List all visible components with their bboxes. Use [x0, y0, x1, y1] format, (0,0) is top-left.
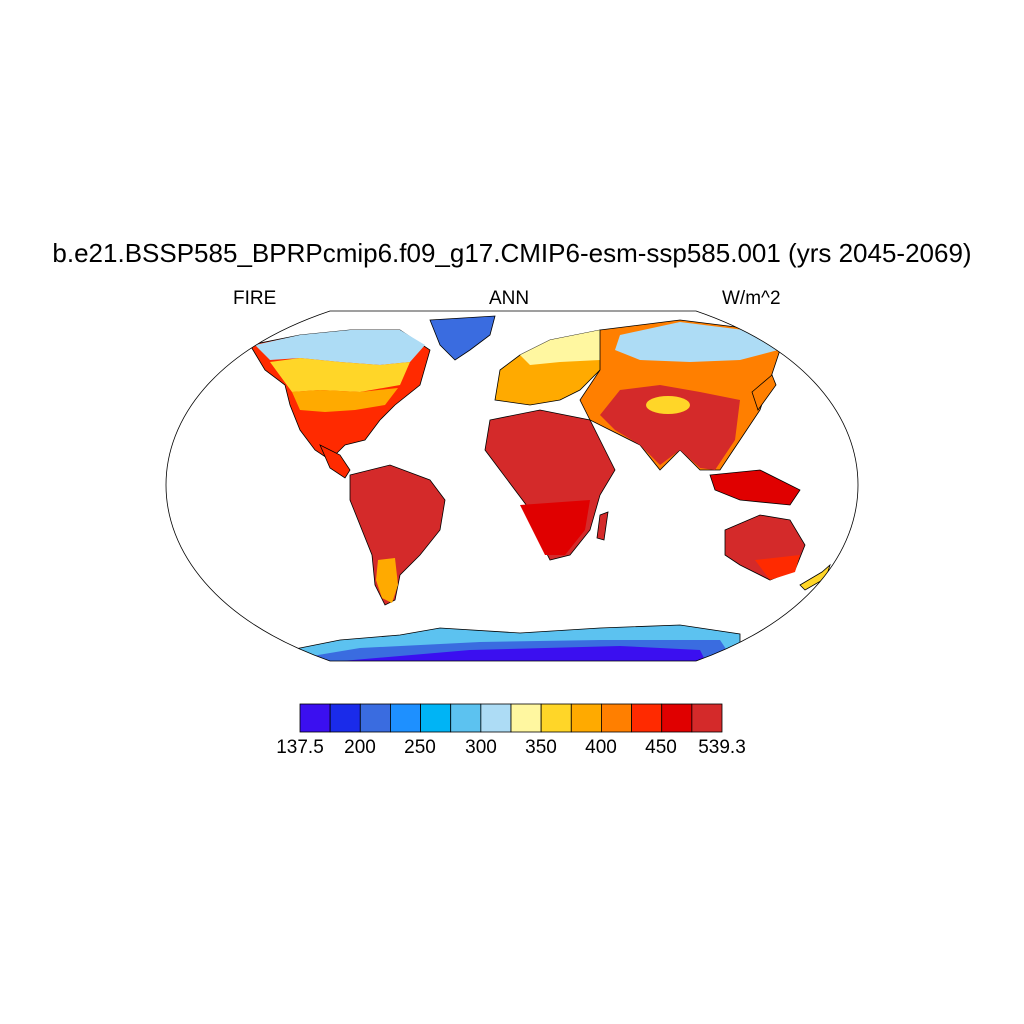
colorbar-box — [359, 703, 391, 733]
colorbar-box — [631, 703, 663, 733]
colorbar-label: 450 — [645, 737, 677, 758]
plot-title: b.e21.BSSP585_BPRPcmip6.f09_g17.CMIP6-es… — [52, 238, 972, 268]
colorbar-label: 137.5 — [276, 737, 324, 758]
central-america — [319, 444, 351, 479]
japan — [751, 374, 777, 411]
greenland — [429, 315, 496, 361]
season-label: ANN — [489, 288, 530, 309]
colorbar-box — [691, 703, 723, 733]
units-label: W/m^2 — [722, 288, 781, 309]
new-zealand — [799, 563, 831, 591]
colorbar-box — [329, 703, 361, 733]
colorbar-box — [540, 703, 572, 733]
colorbar — [299, 703, 723, 733]
colorbar-box — [661, 703, 693, 733]
colorbar-box — [450, 703, 482, 733]
colorbar-labels: 137.5 200 250 300 350 400 450 539.3 — [0, 737, 1024, 767]
map-boundary — [165, 310, 859, 662]
colorbar-box — [510, 703, 542, 733]
colorbar-box — [480, 703, 512, 733]
colorbar-box — [420, 703, 452, 733]
colorbar-label: 350 — [525, 737, 557, 758]
madagascar — [596, 511, 609, 541]
colorbar-label: 539.3 — [698, 737, 746, 758]
colorbar-box — [601, 703, 632, 733]
colorbar-box — [390, 703, 421, 733]
colorbar-box — [299, 703, 331, 733]
variable-label: FIRE — [233, 288, 277, 309]
maritime-asia — [709, 469, 801, 506]
colorbar-label: 250 — [404, 737, 436, 758]
colorbar-label: 300 — [465, 737, 497, 758]
colorbar-box — [570, 703, 602, 733]
south-america — [349, 464, 446, 606]
colorbar-label: 400 — [585, 737, 617, 758]
colorbar-label: 200 — [344, 737, 376, 758]
